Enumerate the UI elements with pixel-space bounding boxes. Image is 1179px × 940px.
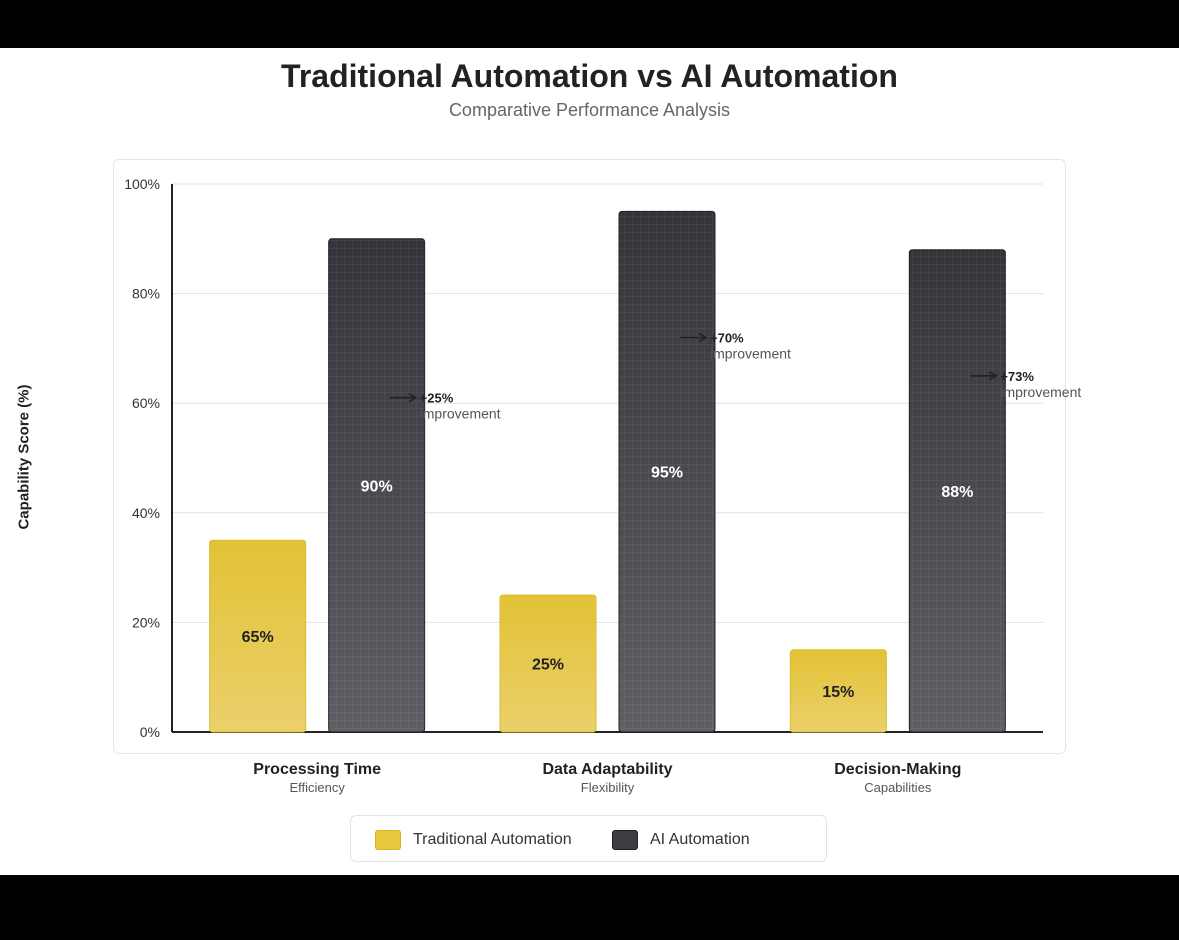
chart-title: Traditional Automation vs AI Automation	[281, 58, 898, 94]
legend-swatch-traditional	[375, 829, 401, 850]
bar-value-label: 65%	[242, 629, 274, 646]
bar-value-label: 25%	[532, 657, 564, 674]
improvement-value: +25%	[420, 391, 454, 406]
legend-item-traditional: Traditional Automation	[375, 816, 572, 863]
category-sublabel: Capabilities	[864, 780, 932, 795]
category-label: Processing Time	[253, 761, 381, 778]
category-sublabel: Flexibility	[581, 780, 635, 795]
y-tick-label: 40%	[132, 505, 160, 521]
y-tick-label: 60%	[132, 395, 160, 411]
chart-subtitle: Comparative Performance Analysis	[448, 100, 731, 120]
improvement-value: +73%	[1000, 369, 1034, 384]
bar-value-label: 88%	[941, 484, 973, 501]
y-tick-label: 80%	[132, 286, 160, 302]
y-tick-label: 0%	[140, 724, 160, 740]
ai-bar-texture	[619, 211, 715, 732]
ai-bar-texture	[328, 238, 425, 733]
ai-bar-texture	[909, 249, 1006, 732]
improvement-label: improvement	[420, 406, 501, 422]
category-label: Data Adaptability	[542, 761, 672, 778]
legend-label-traditional: Traditional Automation	[413, 830, 572, 848]
bar-value-label: 15%	[822, 684, 854, 701]
legend-swatch-ai	[612, 829, 638, 850]
category-sublabel: Efficiency	[289, 780, 345, 795]
bar-value-label: 95%	[651, 465, 683, 482]
legend: Traditional Automation AI Automation	[350, 815, 827, 862]
improvement-label: improvement	[1000, 384, 1081, 400]
category-label: Decision-Making	[834, 761, 961, 778]
y-tick-label: 20%	[132, 614, 160, 630]
improvement-value: +70%	[710, 330, 744, 345]
legend-label-ai: AI Automation	[650, 830, 750, 848]
traditional-bar	[789, 649, 887, 733]
traditional-bar	[209, 539, 307, 733]
y-tick-label: 100%	[124, 176, 160, 192]
improvement-label: improvement	[710, 345, 791, 361]
bar-value-label: 90%	[361, 478, 393, 495]
traditional-bar	[499, 594, 597, 733]
legend-item-ai: AI Automation	[612, 816, 750, 863]
